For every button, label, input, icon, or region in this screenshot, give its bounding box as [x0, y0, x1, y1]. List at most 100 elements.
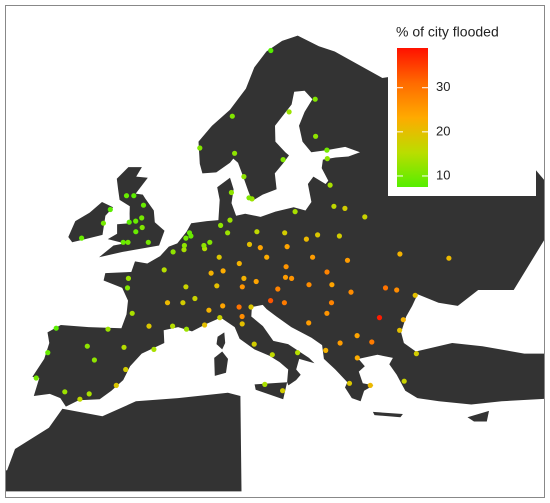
- city-point: [145, 239, 151, 245]
- city-point: [123, 193, 130, 199]
- city-point: [241, 275, 247, 281]
- landmass: [214, 351, 228, 376]
- city-point: [181, 247, 187, 253]
- city-point: [306, 282, 312, 288]
- city-point: [354, 333, 360, 339]
- landmass: [372, 411, 403, 418]
- city-point: [248, 304, 254, 310]
- city-point: [216, 254, 222, 260]
- city-point: [197, 145, 203, 151]
- city-point: [232, 150, 238, 156]
- points: [33, 47, 452, 402]
- city-point: [84, 343, 90, 349]
- landmass: [254, 382, 288, 400]
- city-point: [79, 235, 85, 241]
- city-point: [206, 307, 212, 313]
- city-point: [227, 217, 233, 223]
- city-point: [202, 322, 208, 328]
- city-point: [77, 396, 83, 402]
- city-point: [217, 315, 223, 321]
- city-point: [312, 96, 318, 102]
- city-point: [328, 300, 335, 306]
- city-point: [220, 268, 226, 274]
- city-point: [201, 242, 207, 249]
- city-point: [323, 347, 329, 353]
- city-point: [283, 264, 289, 270]
- city-point: [239, 284, 245, 290]
- colorbar-tick-label: 30: [436, 79, 450, 94]
- city-point: [146, 323, 152, 329]
- city-point: [337, 340, 343, 346]
- city-point: [120, 239, 126, 245]
- city-point: [362, 214, 368, 220]
- city-point: [236, 304, 242, 310]
- city-point: [251, 341, 257, 347]
- legend: % of city flooded 10 20 30: [388, 18, 536, 196]
- city-point: [225, 230, 231, 236]
- city-point: [253, 278, 259, 285]
- city-point: [220, 303, 226, 309]
- city-point: [289, 275, 295, 281]
- city-point: [286, 109, 292, 115]
- city-point: [324, 269, 330, 275]
- city-point: [292, 209, 298, 215]
- city-point: [229, 113, 235, 119]
- city-point: [131, 193, 137, 199]
- city-point: [33, 375, 39, 381]
- city-point: [306, 320, 312, 326]
- city-point: [282, 230, 288, 236]
- city-point: [400, 317, 406, 323]
- city-point: [254, 229, 260, 235]
- city-point: [133, 229, 139, 235]
- city-point: [170, 323, 176, 329]
- city-point: [113, 382, 119, 388]
- city-point: [218, 222, 224, 228]
- city-point: [125, 239, 131, 245]
- city-point: [139, 224, 145, 231]
- city-point: [239, 313, 245, 320]
- city-point: [344, 257, 351, 263]
- city-point: [129, 310, 135, 316]
- city-point: [346, 380, 353, 386]
- city-point: [382, 285, 389, 291]
- city-point: [413, 351, 419, 357]
- city-point: [86, 391, 92, 397]
- city-point: [282, 274, 289, 280]
- city-point: [45, 350, 51, 356]
- city-point: [214, 283, 220, 289]
- city-point: [151, 346, 157, 352]
- city-point: [369, 339, 375, 345]
- city-point: [123, 366, 129, 373]
- city-point: [228, 189, 234, 196]
- city-point: [126, 219, 132, 225]
- colorbar-tick-label: 20: [436, 123, 450, 138]
- city-point: [181, 242, 187, 249]
- city-point: [281, 300, 287, 306]
- city-point: [100, 220, 106, 226]
- city-point: [324, 147, 330, 153]
- city-point: [348, 289, 354, 295]
- city-point: [284, 244, 290, 250]
- landmass: [6, 392, 242, 492]
- city-point: [133, 218, 139, 224]
- city-point: [275, 286, 281, 292]
- city-point: [241, 174, 247, 180]
- city-point: [239, 321, 245, 327]
- city-point: [105, 326, 111, 332]
- city-point: [207, 239, 213, 245]
- city-point: [246, 241, 253, 247]
- city-point: [183, 326, 190, 332]
- city-point: [246, 195, 252, 201]
- city-point: [170, 249, 176, 255]
- city-point: [397, 327, 403, 333]
- landmass: [467, 410, 489, 422]
- city-point: [140, 202, 147, 208]
- city-point: [62, 389, 68, 395]
- city-point: [268, 298, 274, 304]
- landmass: [99, 167, 165, 258]
- city-point: [303, 236, 309, 242]
- city-point: [121, 344, 127, 350]
- city-point: [107, 206, 113, 213]
- city-point: [257, 245, 263, 251]
